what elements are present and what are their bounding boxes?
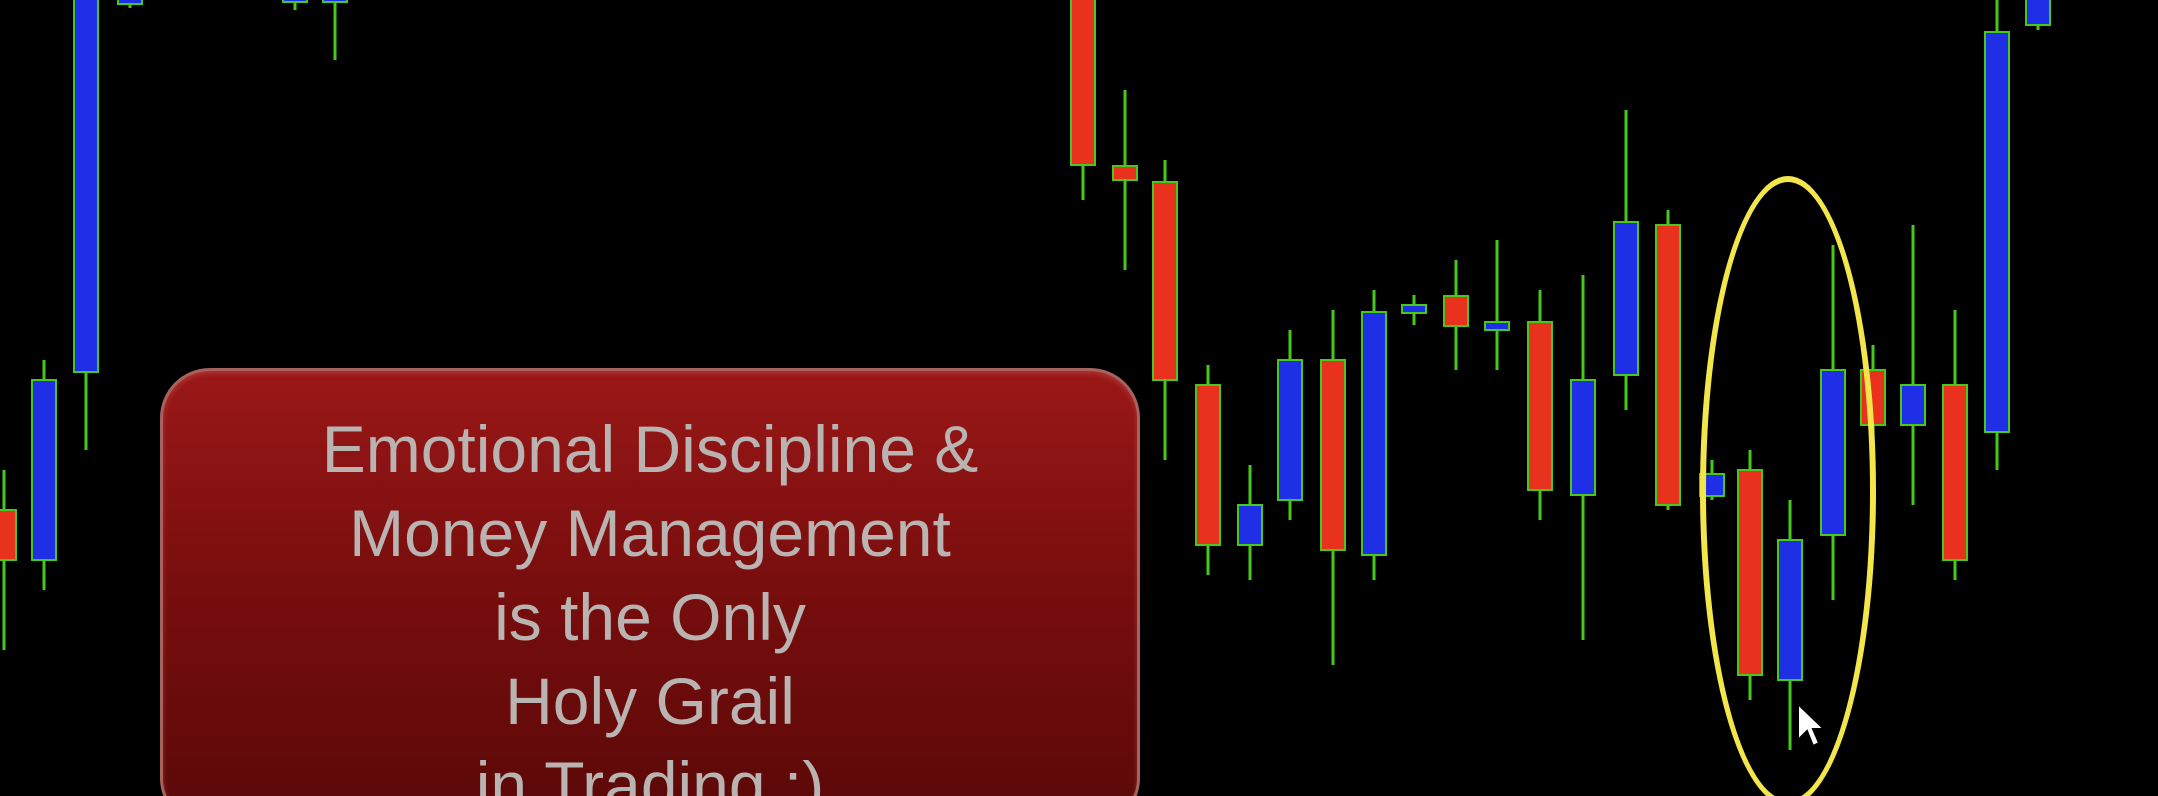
candle-body <box>1195 384 1221 546</box>
candle-bull <box>31 360 57 590</box>
candle-body <box>1484 321 1510 331</box>
candle-body <box>117 0 143 5</box>
candle-body <box>1570 379 1596 496</box>
candle-bear <box>1655 210 1681 510</box>
candle-body <box>1237 504 1263 546</box>
candle-body <box>282 0 308 3</box>
candle-body <box>1527 321 1553 491</box>
candle-body <box>31 379 57 561</box>
candle-body <box>1900 384 1926 426</box>
candle-bull <box>73 0 99 450</box>
candle-body <box>1320 359 1346 551</box>
candle-bull <box>1484 240 1510 370</box>
candle-bull <box>282 0 308 10</box>
candle-bear <box>1320 310 1346 665</box>
callout-line-2: Money Management <box>349 496 951 570</box>
candle-bear <box>1152 160 1178 460</box>
candle-body <box>1361 311 1387 556</box>
candle-bear <box>1070 0 1096 200</box>
candle-bull <box>1361 290 1387 580</box>
candle-body <box>1613 221 1639 376</box>
candle-body <box>322 0 348 3</box>
candle-bull <box>322 0 348 60</box>
candle-bull <box>1613 110 1639 410</box>
candle-body <box>1942 384 1968 561</box>
candle-bear <box>1527 290 1553 520</box>
candle-bull <box>1570 275 1596 640</box>
candle-body <box>2025 0 2051 26</box>
callout-line-4: Holy Grail <box>505 664 795 738</box>
candle-body <box>1277 359 1303 501</box>
candle-bull <box>1237 465 1263 580</box>
candle-body <box>1655 224 1681 506</box>
candle-bear <box>0 470 17 650</box>
callout-line-3: is the Only <box>494 580 806 654</box>
callout-line-1: Emotional Discipline & <box>321 412 979 486</box>
candle-body <box>1112 165 1138 181</box>
candle-bear <box>1443 260 1469 370</box>
candle-bear <box>1195 365 1221 575</box>
candle-bull <box>1984 0 2010 470</box>
candle-body <box>73 0 99 373</box>
highlight-ellipse <box>1700 176 1876 796</box>
candle-bull <box>1900 225 1926 505</box>
candle-bull <box>2025 0 2051 30</box>
candle-bull <box>1401 295 1427 325</box>
candle-body <box>1152 181 1178 381</box>
candle-bull <box>117 0 143 8</box>
candle-bull <box>1277 330 1303 520</box>
callout-text: Emotional Discipline & Money Management … <box>163 407 1137 796</box>
callout-line-5: in Trading :) <box>475 748 825 796</box>
candle-body <box>1401 304 1427 314</box>
candle-body <box>1984 31 2010 433</box>
candle-body <box>1443 295 1469 327</box>
mouse-pointer-icon <box>1797 702 1826 748</box>
candle-body <box>1070 0 1096 166</box>
message-callout-box: Emotional Discipline & Money Management … <box>160 368 1140 796</box>
candle-bear <box>1112 90 1138 270</box>
candle-body <box>0 509 17 561</box>
candle-bear <box>1942 310 1968 580</box>
